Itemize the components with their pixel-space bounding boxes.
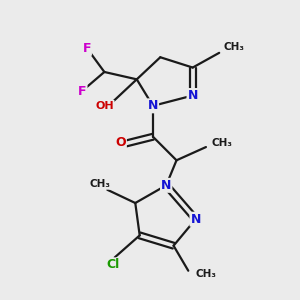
Text: N: N — [190, 213, 201, 226]
Text: Cl: Cl — [106, 258, 120, 271]
Text: N: N — [161, 179, 171, 192]
Text: N: N — [188, 89, 198, 102]
Text: CH₃: CH₃ — [89, 179, 110, 189]
Text: N: N — [148, 99, 158, 112]
Text: CH₃: CH₃ — [212, 138, 233, 148]
Text: O: O — [115, 136, 126, 149]
Text: F: F — [78, 85, 86, 98]
Text: CH₃: CH₃ — [196, 269, 217, 279]
Text: CH₃: CH₃ — [224, 42, 244, 52]
Text: OH: OH — [95, 101, 114, 111]
Text: F: F — [82, 42, 91, 55]
